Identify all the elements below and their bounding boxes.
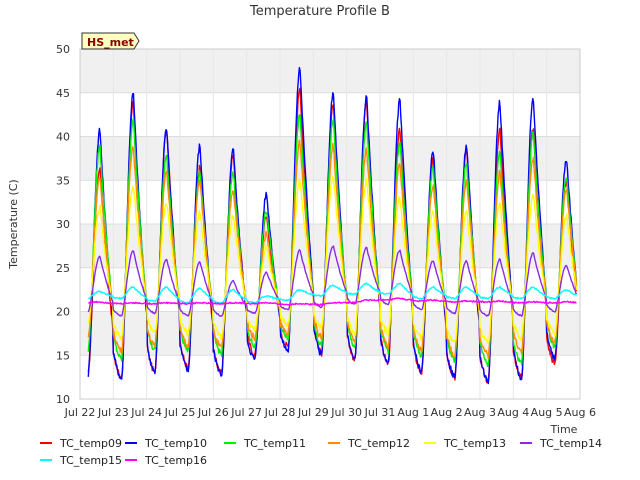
y-tick-label: 10 xyxy=(56,393,70,406)
legend-label: TC_temp13 xyxy=(443,437,506,450)
x-tick-label: Jul 29 xyxy=(297,406,329,419)
series-line-tc_temp12 xyxy=(87,139,578,359)
x-tick-label: Jul 22 xyxy=(64,406,96,419)
plot-band xyxy=(80,311,580,356)
y-tick-label: 45 xyxy=(56,87,70,100)
y-tick-label: 20 xyxy=(56,306,70,319)
x-tick-label: Jul 24 xyxy=(130,406,162,419)
legend-label: TC_temp12 xyxy=(347,437,410,450)
x-tick-label: Jul 31 xyxy=(364,406,396,419)
badge-label: HS_met xyxy=(87,36,134,49)
series-line-tc_temp16 xyxy=(88,297,577,306)
badge-box xyxy=(81,32,140,50)
y-axis-label: Temperature (C) xyxy=(7,179,20,269)
x-tick-label: Jul 30 xyxy=(330,406,362,419)
x-tick-label: Jul 28 xyxy=(264,406,296,419)
x-tick-label: Aug 4 xyxy=(497,406,529,419)
plot-frame xyxy=(79,48,581,400)
series-layer xyxy=(87,66,578,385)
legend-label: TC_temp16 xyxy=(144,454,207,467)
series-line-tc_temp14 xyxy=(87,245,578,317)
x-axis-label: Time xyxy=(550,423,578,436)
x-tick-label: Aug 3 xyxy=(464,406,496,419)
x-tick-label: Aug 2 xyxy=(431,406,463,419)
legend-label: TC_temp10 xyxy=(144,437,207,450)
series-line-tc_temp13 xyxy=(87,175,578,344)
y-tick-label: 15 xyxy=(56,349,70,362)
x-tick-label: Jul 25 xyxy=(164,406,196,419)
plot-band xyxy=(80,355,580,399)
x-tick-label: Jul 26 xyxy=(197,406,229,419)
plot-band xyxy=(80,49,580,93)
series-line-tc_temp10 xyxy=(87,66,578,385)
y-tick-label: 25 xyxy=(56,262,70,275)
legend-label: TC_temp11 xyxy=(243,437,306,450)
chart-title: Temperature Profile B xyxy=(249,4,390,19)
legend-label: TC_temp15 xyxy=(59,454,122,467)
x-tick-label: Jul 23 xyxy=(97,406,129,419)
x-tick-label: Aug 5 xyxy=(531,406,563,419)
legend-label: TC_temp14 xyxy=(539,437,602,450)
y-tick-label: 30 xyxy=(56,218,70,231)
y-tick-labels: 10 15 20 25 30 35 40 45 50 xyxy=(56,43,70,406)
y-tick-label: 40 xyxy=(56,131,70,144)
y-tick-label: 50 xyxy=(56,43,70,56)
series-line-tc_temp15 xyxy=(88,282,577,305)
legend: TC_temp09 TC_temp10 TC_temp11 TC_temp12 TC_t… xyxy=(40,437,602,467)
x-tick-labels: Jul 22 Jul 23 Jul 24 Jul 25 Jul 26 Jul 27 Jul … xyxy=(64,406,596,419)
y-tick-label: 35 xyxy=(56,174,70,187)
legend-label: TC_temp09 xyxy=(59,437,122,450)
x-tick-label: Jul 27 xyxy=(230,406,262,419)
hs-met-badge: HS_met xyxy=(81,32,140,50)
x-tick-label: Aug 1 xyxy=(397,406,429,419)
series-line-tc_temp11 xyxy=(87,114,578,367)
x-tick-label: Aug 6 xyxy=(564,406,596,419)
